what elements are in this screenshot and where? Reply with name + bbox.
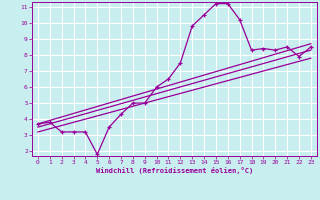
X-axis label: Windchill (Refroidissement éolien,°C): Windchill (Refroidissement éolien,°C) — [96, 167, 253, 174]
